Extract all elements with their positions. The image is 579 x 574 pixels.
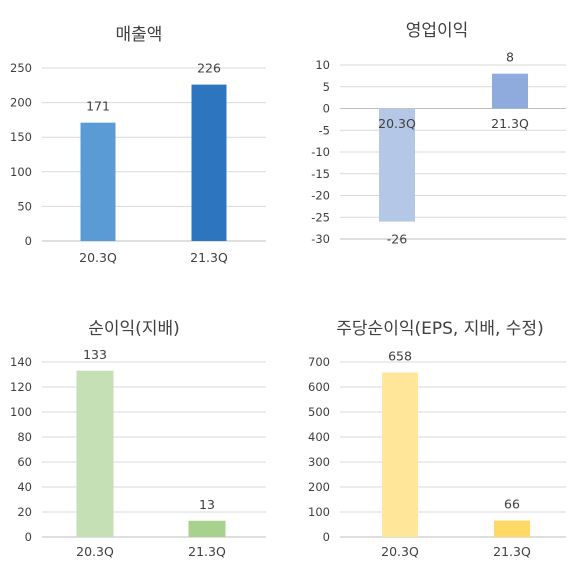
x-tick-label: 20.3Q xyxy=(76,544,114,559)
bar-20.3Q xyxy=(76,370,114,537)
bar-20.3Q xyxy=(382,372,418,537)
y-tick-label: 80 xyxy=(17,430,32,444)
data-label: -26 xyxy=(387,232,407,247)
y-tick-label: 300 xyxy=(308,455,330,469)
bar-20.3Q xyxy=(80,122,116,241)
y-tick-label: 0 xyxy=(323,102,330,116)
y-tick-label: 0 xyxy=(25,234,32,248)
x-tick-label: 20.3Q xyxy=(79,250,117,265)
y-tick-label: 100 xyxy=(10,165,32,179)
bar-21.3Q xyxy=(191,84,227,241)
y-tick-label: 400 xyxy=(308,430,330,444)
y-tick-label: 200 xyxy=(10,96,32,110)
chart-panel-2: 영업이익 10 5 0 -5 -10 -15 -20 -25 -30 -26 20.3Q 8 21.3Q xyxy=(311,21,566,247)
y-tick-label: 50 xyxy=(17,199,32,213)
data-label: 8 xyxy=(506,50,514,65)
y-tick-label: -20 xyxy=(311,189,330,203)
chart-title: 순이익(지배) xyxy=(88,319,179,339)
y-tick-label: 600 xyxy=(308,380,330,394)
data-label: 133 xyxy=(83,347,107,362)
y-tick-label: 500 xyxy=(308,405,330,419)
y-tick-label: 0 xyxy=(323,530,330,544)
data-label: 66 xyxy=(504,497,520,512)
bar-21.3Q xyxy=(188,520,226,537)
x-tick-label: 21.3Q xyxy=(491,116,529,131)
y-tick-label: 120 xyxy=(10,380,32,394)
chart-title: 매출액 xyxy=(116,25,163,45)
x-tick-label: 21.3Q xyxy=(493,544,531,559)
y-tick-label: 0 xyxy=(25,530,32,544)
x-tick-label: 21.3Q xyxy=(188,544,226,559)
chart-title: 영업이익 xyxy=(406,21,469,41)
y-tick-label: -25 xyxy=(311,210,330,224)
y-tick-label: 150 xyxy=(10,130,32,144)
y-tick-label: 100 xyxy=(10,405,32,419)
chart-panel-3: 순이익(지배) 0 20 40 60 80 100 120 140 133 20.3Q 13 21.3Q xyxy=(10,319,266,559)
y-tick-label: 40 xyxy=(17,480,32,494)
data-label: 171 xyxy=(86,99,110,114)
y-tick-label: 60 xyxy=(17,455,32,469)
y-tick-label: 10 xyxy=(315,58,330,72)
y-tick-label: 250 xyxy=(10,61,32,75)
bar-21.3Q xyxy=(492,73,528,109)
y-tick-label: 100 xyxy=(308,505,330,519)
bar-20.3Q xyxy=(379,108,415,222)
y-tick-label: -15 xyxy=(311,167,330,181)
y-tick-label: 700 xyxy=(308,355,330,369)
chart-panel-1: 매출액 0 50 100 150 200 250 171 20.3Q 226 21.3Q xyxy=(10,25,266,265)
y-tick-label: -10 xyxy=(311,145,330,159)
data-label: 658 xyxy=(388,349,412,364)
x-tick-label: 20.3Q xyxy=(378,116,416,131)
y-tick-label: 5 xyxy=(323,80,330,94)
y-tick-label: 140 xyxy=(10,355,32,369)
x-tick-label: 21.3Q xyxy=(190,250,228,265)
data-label: 13 xyxy=(199,497,215,512)
y-tick-label: 20 xyxy=(17,505,32,519)
y-tick-label: -5 xyxy=(319,123,330,137)
chart-panel-4: 주당순이익(EPS, 지배, 수정) 0 100 200 300 400 500 600 700… xyxy=(308,319,566,559)
bar-21.3Q xyxy=(494,520,530,537)
chart-title: 주당순이익(EPS, 지배, 수정) xyxy=(336,319,543,339)
y-tick-label: -30 xyxy=(311,232,330,246)
data-label: 226 xyxy=(197,61,221,76)
y-tick-label: 200 xyxy=(308,480,330,494)
x-tick-label: 20.3Q xyxy=(381,544,419,559)
